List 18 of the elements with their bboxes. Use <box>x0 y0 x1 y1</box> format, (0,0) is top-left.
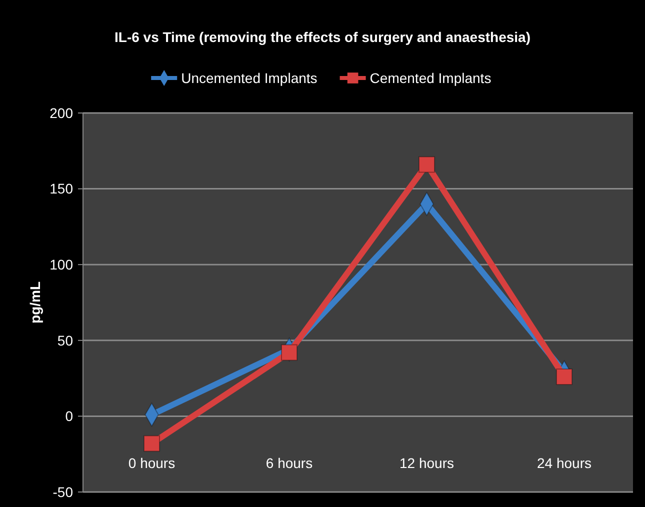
y-tick-label: 100 <box>50 256 74 272</box>
y-tick-label: 50 <box>57 332 74 348</box>
legend-label: Cemented Implants <box>370 70 492 86</box>
x-tick-label: 24 hours <box>537 455 592 472</box>
point <box>144 435 160 452</box>
point <box>418 156 435 173</box>
x-tick-label: 0 hours <box>128 455 176 472</box>
chart-title: IL-6 vs Time (removing the effects of surgery and anaesthesia) <box>114 29 530 45</box>
point <box>556 368 572 386</box>
y-tick-label: -50 <box>52 484 74 500</box>
y-tick-label: 150 <box>50 180 74 197</box>
y-tick-label: 0 <box>65 408 74 424</box>
legend-label: Uncemented Implants <box>181 70 318 86</box>
x-tick-label: 12 hours <box>400 455 454 472</box>
x-tick-label: 6 hours <box>266 455 313 472</box>
y-axis-title: pg/mL <box>27 281 43 324</box>
y-tick-label: 200 <box>50 104 74 121</box>
point <box>281 344 298 361</box>
